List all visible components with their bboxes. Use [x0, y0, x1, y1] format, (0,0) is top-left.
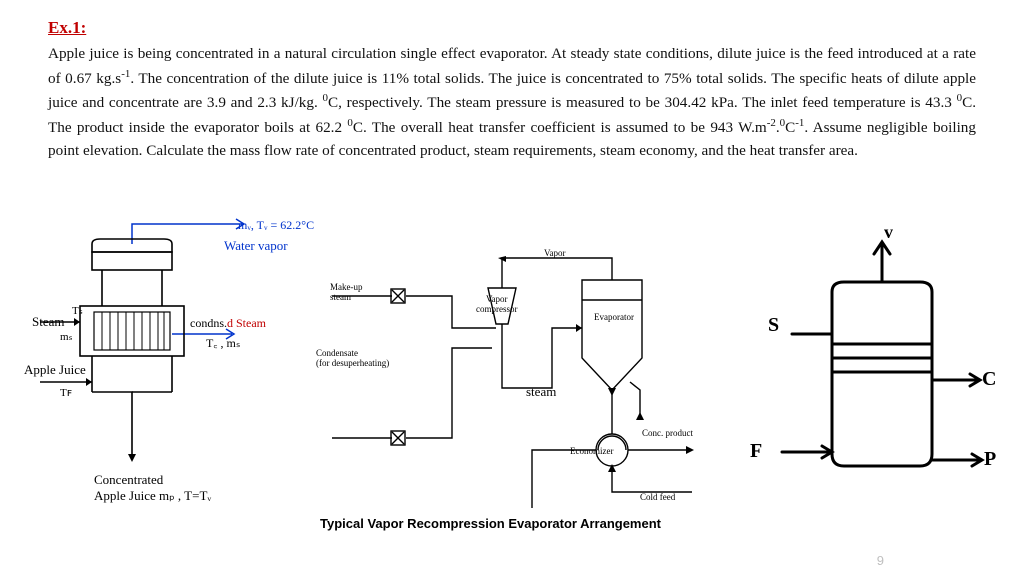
- label-tc-ms: T꜀ , mₛ: [206, 334, 240, 351]
- label-evaporator: Evaporator: [594, 312, 634, 322]
- label-conc1: Concentrated: [94, 472, 163, 488]
- sketch-v: v: [884, 222, 893, 243]
- sketch-p: P: [984, 448, 996, 471]
- sketch-s: S: [768, 314, 779, 337]
- diagram-caption: Typical Vapor Recompression Evaporator A…: [320, 516, 661, 531]
- label-condns: condns.d Steam: [190, 316, 266, 331]
- label-apple-juice: Apple Juice: [24, 362, 86, 378]
- label-cold-feed: Cold feed: [640, 492, 675, 502]
- page-number: 9: [877, 553, 884, 568]
- label-vapor: Vapor: [544, 248, 566, 258]
- text-seg: C. The overall heat transfer coefficient…: [353, 119, 767, 136]
- text-seg: C, respectively. The steam pressure is m…: [328, 94, 957, 111]
- diagram-area: mᵥ, Tᵥ = 62.2°C Water vapor Steam Tₛ mₛ …: [32, 214, 992, 554]
- label-steam: Steam: [32, 314, 65, 330]
- label-makeup: Make-up steam: [330, 282, 363, 302]
- label-water-vapor: Water vapor: [224, 238, 288, 254]
- superscript: -1: [121, 68, 130, 80]
- superscript: -1: [795, 117, 804, 129]
- problem-text: Apple juice is being concentrated in a n…: [48, 42, 976, 163]
- label-economizer: Economizer: [570, 446, 613, 456]
- label-conc2: Apple Juice mₚ , T=Tᵥ: [94, 488, 211, 504]
- sketch-f: F: [750, 440, 762, 463]
- label-vapor-comp: Vapor compressor: [476, 294, 518, 314]
- label-ts: Tₛ: [72, 304, 83, 317]
- text-seg: C: [785, 119, 795, 136]
- example-title: Ex.1:: [48, 18, 976, 38]
- label-ms: mₛ: [60, 330, 73, 343]
- sketch-c: C: [982, 368, 996, 391]
- label-steam2: steam: [526, 384, 556, 400]
- label-condensate: Condensate (for desuperheating): [316, 348, 389, 368]
- superscript: -2: [767, 117, 776, 129]
- hand-sketch: [762, 234, 992, 514]
- label-conc-prod: Conc. product: [642, 428, 693, 438]
- label-tf: Tꜰ: [60, 386, 72, 399]
